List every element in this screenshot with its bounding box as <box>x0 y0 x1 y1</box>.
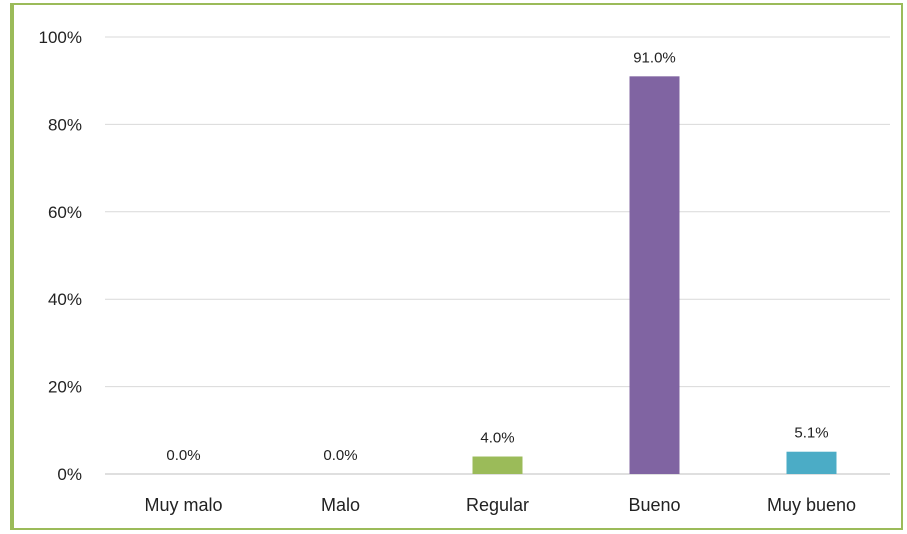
y-tick-label: 60% <box>48 203 82 222</box>
category-label: Regular <box>466 495 529 515</box>
y-tick-label: 80% <box>48 115 82 134</box>
y-axis-ticks: 0% 20% 40% 60% 80% 100% <box>39 28 82 484</box>
data-labels: 0.0% 0.0% 4.0% 91.0% 5.1% <box>166 49 828 464</box>
category-label: Bueno <box>628 495 680 515</box>
bar <box>472 456 523 474</box>
category-label: Muy bueno <box>767 495 856 515</box>
data-label: 5.1% <box>794 425 828 442</box>
x-axis-categories: Muy malo Malo Regular Bueno Muy bueno <box>144 495 856 515</box>
y-tick-label: 100% <box>39 28 82 47</box>
chart-frame <box>10 3 903 530</box>
y-tick-label: 40% <box>48 290 82 309</box>
y-tick-label: 0% <box>57 465 82 484</box>
data-label: 0.0% <box>166 447 200 464</box>
category-label: Malo <box>321 495 360 515</box>
y-tick-label: 20% <box>48 378 82 397</box>
gridlines <box>105 36 890 475</box>
data-label: 91.0% <box>633 49 676 66</box>
bar <box>786 451 837 474</box>
category-label: Muy malo <box>144 495 222 515</box>
bar <box>629 76 680 474</box>
bars <box>472 76 837 474</box>
data-label: 4.0% <box>480 430 514 447</box>
data-label: 0.0% <box>323 447 357 464</box>
